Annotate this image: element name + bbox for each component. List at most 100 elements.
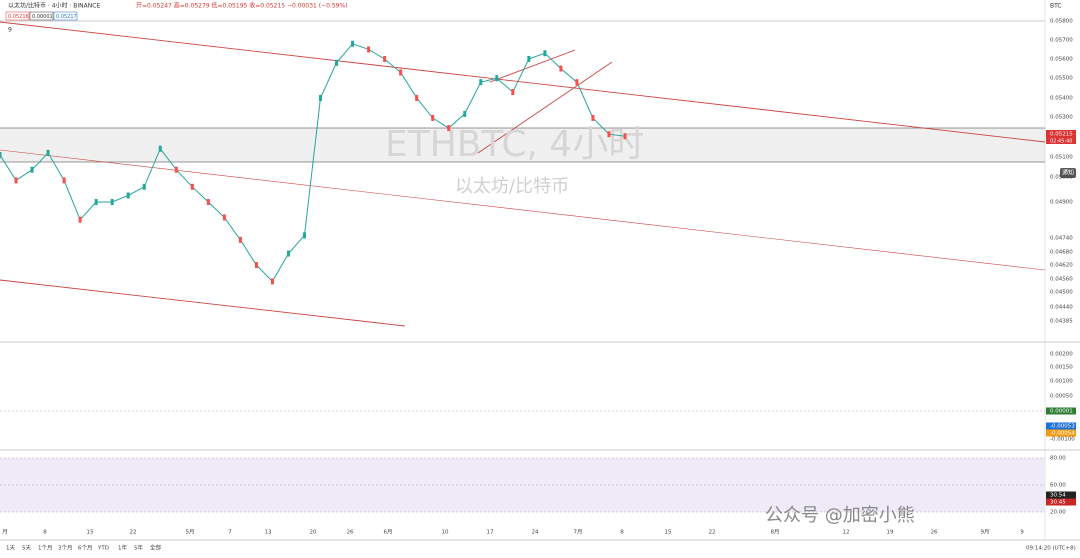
alert[interactable]: 通知 (1062, 169, 1074, 177)
range-button[interactable]: 1年 (118, 544, 127, 552)
date-label: 10 (442, 530, 449, 536)
trend-line (0, 149, 1046, 271)
price-label: 0.04500 (1050, 290, 1073, 296)
range-button[interactable]: 1个月 (38, 545, 53, 552)
alert-button[interactable] (1060, 168, 1076, 178)
date-label: 15 (87, 530, 94, 536)
range-button[interactable]: 3个月 (58, 545, 73, 552)
date-label: 8 (43, 530, 47, 536)
macd-tag (1046, 422, 1076, 430)
macd-label: 0.00050 (1050, 394, 1073, 400)
candle (431, 114, 435, 121)
rsi-tag (1046, 498, 1076, 506)
price-tag: 0.05216 (8, 14, 29, 20)
price-tag: 0.00001 (32, 14, 53, 20)
currency: BTC (1050, 3, 1062, 10)
candle (319, 94, 323, 101)
date-label: 22 (709, 530, 716, 536)
range-button[interactable]: YTD (97, 546, 109, 552)
watermark-title: ETHBTC, 4小时 (385, 124, 644, 165)
countdown: 02:45:40 (1050, 139, 1072, 145)
range-button[interactable]: 5年 (134, 544, 143, 552)
macd-label: 0.00001 (1050, 409, 1073, 415)
candle (126, 192, 130, 199)
candle (495, 75, 499, 82)
price-label: 0.05100 (1050, 155, 1073, 161)
candle (543, 50, 547, 57)
date-label: 15 (665, 530, 672, 536)
date-label: 26 (347, 530, 354, 536)
macd-label: 0.00150 (1050, 365, 1073, 371)
candle (623, 133, 627, 140)
date-label: 8 (620, 530, 624, 536)
candle (78, 216, 82, 223)
clock: 09:14:20 (UTC+8) (1026, 546, 1076, 552)
macd-label: 0.00100 (1050, 379, 1073, 385)
price-tag-box (29, 11, 54, 21)
macd-label: -0.00053 (1050, 424, 1075, 430)
price-label: 0.05000 (1050, 175, 1073, 181)
candle (62, 177, 66, 184)
candle (415, 94, 419, 101)
price-tag-box (5, 11, 30, 21)
last-price-tag (1046, 130, 1076, 144)
candle (158, 145, 162, 152)
price-label: 0.04440 (1050, 305, 1073, 311)
candle (286, 250, 290, 257)
range-button[interactable]: 5天 (22, 545, 31, 552)
price-tag: 0.05217 (56, 14, 77, 20)
price-label: 0.04740 (1050, 236, 1073, 242)
date-label: 9月 (981, 529, 990, 536)
candle (335, 59, 339, 66)
candle (367, 46, 371, 53)
symbol: 以太坊/比特币 · 4小时 · BINANCE (8, 2, 100, 10)
candle (479, 79, 483, 86)
candle (206, 199, 210, 206)
candle (254, 262, 258, 269)
date-label: 7月 (574, 529, 583, 536)
price-label: 0.05800 (1050, 19, 1073, 25)
range-button[interactable]: 6个月 (78, 545, 93, 552)
candle (46, 149, 50, 156)
price-line (0, 43, 626, 283)
date-label: 24 (532, 530, 539, 536)
candle (575, 79, 579, 86)
watermark-subtitle: 以太坊/比特币 (455, 176, 569, 197)
date-label: 17 (487, 530, 494, 536)
rsi-label: 60.00 (1050, 483, 1066, 489)
date-label: 9 (1020, 530, 1024, 536)
indicator-toggle: 9 (8, 27, 12, 34)
last-price: 0.05215 (1050, 132, 1073, 138)
date-label: 6月 (384, 529, 393, 536)
candle (190, 183, 194, 190)
candle (302, 232, 306, 239)
candle (174, 166, 178, 173)
candle (238, 236, 242, 243)
wedge-line (477, 61, 613, 154)
candle (559, 65, 563, 72)
macd-label: -0.00054 (1050, 431, 1075, 437)
price-label: 0.04560 (1050, 277, 1073, 283)
rsi-label: 30.54 (1050, 493, 1066, 499)
date-label: 20 (310, 530, 317, 536)
rsi-tag (1046, 491, 1076, 499)
macd-tag (1046, 429, 1076, 437)
ohlc: 开=0.05247 高=0.05279 低=0.05195 收=0.05215 … (136, 2, 348, 10)
date-label: 22 (130, 530, 137, 536)
candle (30, 166, 34, 173)
candle (270, 278, 274, 285)
date-label: 5月 (186, 529, 195, 536)
date-label: 19 (887, 530, 894, 536)
date-label: 月 (2, 529, 8, 536)
date-label: 26 (931, 530, 938, 536)
range-box (0, 128, 1045, 162)
candle (94, 199, 98, 206)
price-label: 0.05600 (1050, 57, 1073, 63)
macd-tag (1046, 407, 1076, 415)
range-button[interactable]: 1天 (6, 545, 15, 552)
rsi-band (0, 458, 1045, 512)
date-label: 7 (228, 530, 232, 536)
price-tag-box (53, 11, 78, 21)
date-label: 13 (265, 530, 272, 536)
range-button[interactable]: 全部 (150, 544, 162, 552)
